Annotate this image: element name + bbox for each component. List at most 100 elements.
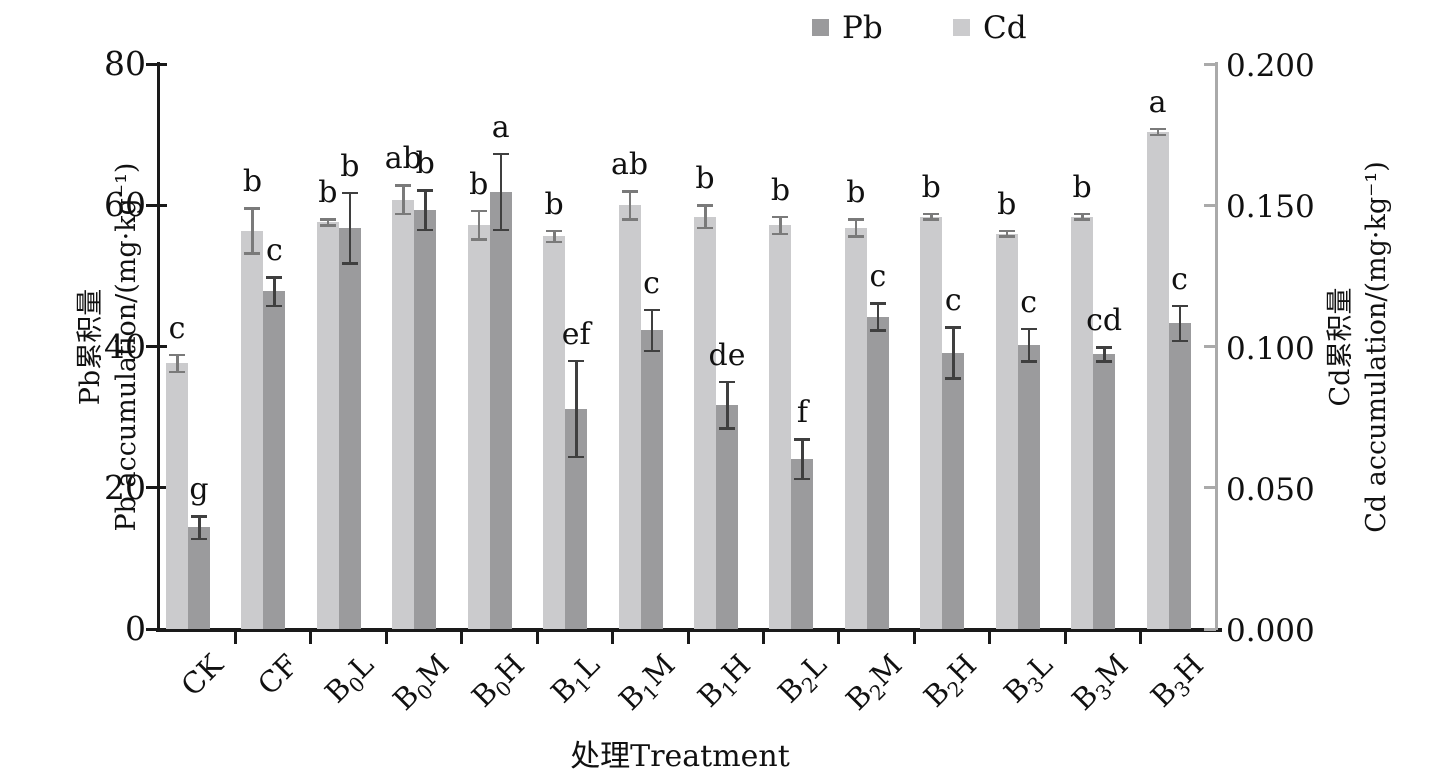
x-tick-label: B0L <box>318 647 381 710</box>
error-bar-cap-bottom <box>998 235 1015 238</box>
x-tick-label: CF <box>250 647 305 702</box>
bar-pb <box>188 527 210 629</box>
sig-letter-cd: ab <box>611 147 649 183</box>
x-axis-tick <box>233 632 237 644</box>
x-axis-tick <box>611 632 615 644</box>
bar-cd <box>844 227 867 629</box>
error-bar-cap-top <box>945 326 962 329</box>
error-bar-cap-bottom <box>546 240 563 244</box>
error-bar-cap-top <box>643 308 660 312</box>
bar-pb <box>1168 323 1191 629</box>
bar-cd <box>241 230 264 629</box>
error-bar-cap-top <box>319 218 336 221</box>
x-tick-label: B3H <box>1143 647 1210 714</box>
bar-pb <box>866 316 889 629</box>
error-bar-line <box>876 303 880 331</box>
right-tick-label: 0.050 <box>1226 471 1315 508</box>
legend-swatch-cd <box>953 19 970 36</box>
x-axis-tick <box>837 632 841 644</box>
error-bar-cap-bottom <box>395 212 412 216</box>
x-tick-label: B2M <box>838 647 909 717</box>
x-axis-line <box>156 628 1222 632</box>
sig-letter-cd: b <box>1072 169 1092 205</box>
right-tick-label: 0.200 <box>1226 48 1315 84</box>
bar-pb <box>640 330 663 629</box>
sig-letter-pb: b <box>415 146 435 182</box>
x-tick-label: B1L <box>544 647 607 710</box>
error-bar-line <box>952 327 955 379</box>
error-bar-line <box>1081 213 1084 220</box>
error-bar-cap-top <box>1020 327 1037 331</box>
left-tick-label: 40 <box>104 326 146 366</box>
error-bar-cap-bottom <box>643 349 660 353</box>
bar-pb <box>263 291 286 629</box>
error-bar-line <box>1027 328 1031 362</box>
bar-pb <box>489 191 512 629</box>
bar-pb <box>565 408 588 629</box>
error-bar-cap-top <box>341 191 358 195</box>
sig-letter-cd: b <box>997 186 1017 222</box>
bar-pb <box>338 227 361 629</box>
x-tick-label: B0M <box>386 647 456 717</box>
error-bar-cap-top <box>1096 346 1113 349</box>
error-bar-cap-top <box>621 190 638 193</box>
sig-letter-pb: ef <box>561 316 591 352</box>
error-bar-cap-bottom <box>1020 360 1037 363</box>
error-bar-cap-top <box>697 204 713 207</box>
error-bar-cap-bottom <box>621 218 638 221</box>
error-bar-cap-top <box>1171 304 1188 308</box>
right-axis-tick <box>1204 62 1216 66</box>
sig-letter-cd: b <box>770 172 791 208</box>
sig-letter-pb: f <box>796 395 808 431</box>
error-bar-cap-bottom <box>923 218 940 221</box>
bar-pb <box>716 405 738 629</box>
bar-cd <box>316 222 339 629</box>
error-bar-cap-top <box>169 353 185 357</box>
error-bar-cap-bottom <box>191 537 207 541</box>
error-bar-cap-bottom <box>341 262 358 265</box>
bar-pb <box>791 458 814 629</box>
error-bar-line <box>1103 347 1106 362</box>
x-axis-title: 处理Treatment <box>570 739 790 774</box>
x-tick-label: B3L <box>997 647 1060 710</box>
error-bar-line <box>1005 230 1009 237</box>
x-axis-tick <box>761 632 765 644</box>
error-bar-cap-bottom <box>869 329 886 332</box>
bar-pb <box>414 210 437 629</box>
error-bar-cap-top <box>794 438 811 441</box>
error-bar-line <box>176 354 179 372</box>
error-bar-cap-bottom <box>1074 218 1091 221</box>
error-bar-cap-top <box>998 229 1015 233</box>
bar-pb <box>942 352 965 629</box>
bar-pb <box>1017 345 1040 629</box>
x-tick-label: B0H <box>464 647 532 714</box>
x-axis-tick <box>912 632 916 644</box>
sig-letter-cd: b <box>921 169 941 205</box>
error-bar-cap-bottom <box>492 228 509 232</box>
bar-cd <box>769 225 792 629</box>
error-bar-cap-bottom <box>719 427 735 430</box>
error-bar-line <box>198 516 201 539</box>
error-bar-line <box>273 277 276 306</box>
error-bar-cap-top <box>395 184 412 187</box>
sig-letter-pb: de <box>708 337 746 373</box>
error-bar-cap-bottom <box>169 370 185 374</box>
right-axis-line <box>1215 62 1218 630</box>
right-axis-tick <box>1204 486 1216 490</box>
left-axis-tick <box>146 203 167 207</box>
bar-cd <box>543 236 566 629</box>
sig-letter-pb: c <box>643 265 660 301</box>
error-bar-cap-bottom <box>1096 360 1113 363</box>
sig-letter-cd: b <box>242 164 263 200</box>
error-bar-line <box>326 219 330 226</box>
error-bar-line <box>650 309 654 351</box>
x-tick-label: B2L <box>770 647 833 710</box>
sig-letter-pb: b <box>340 148 360 184</box>
error-bar-cap-bottom <box>772 232 789 235</box>
left-axis-tick <box>146 62 167 66</box>
bar-cd <box>166 363 188 629</box>
error-bar-cap-top <box>546 229 563 233</box>
error-bar-line <box>628 191 632 220</box>
error-bar-cap-top <box>847 218 864 221</box>
left-tick-label: 80 <box>104 44 146 83</box>
